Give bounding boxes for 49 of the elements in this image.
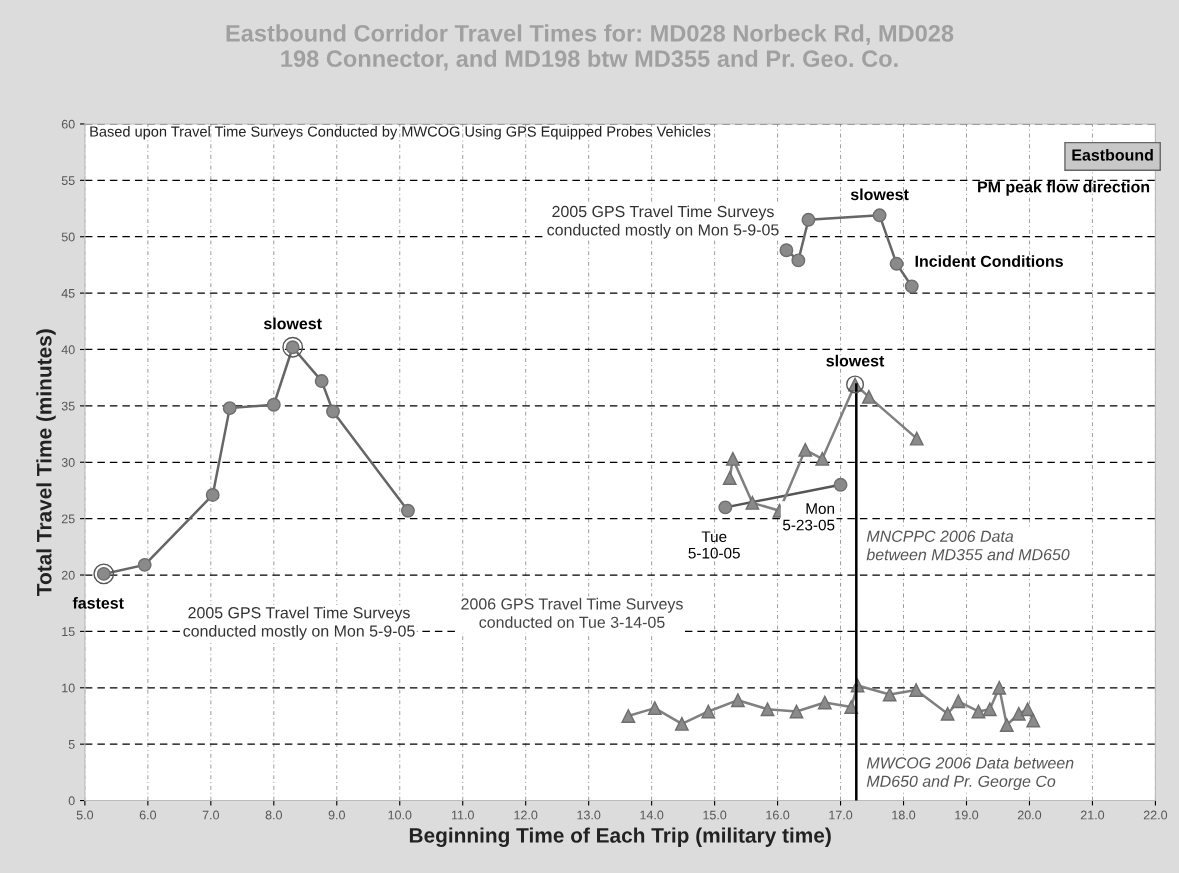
y-tick-label: 45	[61, 289, 75, 298]
x-tick-label: 21.0	[1080, 810, 1105, 820]
annotation: 2005 GPS Travel Time Surveys conducted mostly on Mon 5-9-05	[547, 205, 779, 239]
y-tick-label: 40	[61, 345, 75, 355]
annotation: fastest	[72, 597, 124, 609]
y-tick-label: 50	[61, 232, 75, 242]
annotation: Incident Conditions	[915, 255, 1063, 267]
x-tick-label: 17.0	[829, 810, 853, 820]
y-tick-label: 35	[61, 401, 75, 411]
annotation: Tue 5-10-05	[688, 531, 740, 559]
x-tick-label: 9.0	[328, 810, 345, 820]
y-tick-label: 25	[61, 514, 75, 524]
annotation: PM peak flow direction	[978, 180, 1150, 196]
x-tick-label: 22.0	[1143, 810, 1168, 820]
annotation: 2005 GPS Travel Time Surveys conducted mostly on Mon 5-9-05	[183, 606, 415, 640]
y-tick-label: 5	[68, 740, 75, 749]
x-tick-label: 12.0	[514, 810, 538, 820]
annotation: Mon 5-23-05	[782, 503, 835, 531]
chart-subtitle: Based upon Travel Time Surveys Conducted by MWCOG Using GPS Equipped Probes Vehicles	[90, 126, 711, 140]
x-tick-label: 7.0	[202, 810, 220, 820]
x-tick-label: 6.0	[139, 810, 157, 820]
x-tick-label: 20.0	[1017, 810, 1042, 820]
x-tick-label: 10.0	[388, 810, 412, 820]
x-tick-label: 5.0	[76, 810, 94, 820]
y-tick-label: 15	[62, 627, 75, 637]
x-tick-label: 13.0	[577, 810, 601, 820]
x-tick-label: 11.0	[451, 810, 474, 820]
annotation: slowest	[850, 188, 909, 201]
x-tick-label: 14.0	[640, 810, 664, 820]
y-tick-label: 30	[61, 458, 75, 467]
y-tick-label: 10	[62, 683, 75, 693]
y-tick-label: 0	[68, 796, 75, 806]
x-tick-label: 18.0	[892, 810, 916, 820]
y-tick-label: 55	[61, 176, 75, 185]
annotation: MNCPPC 2006 Data between MD355 and MD650	[866, 530, 1070, 561]
y-tick-label: 60	[61, 119, 75, 129]
x-tick-label: 8.0	[265, 810, 283, 820]
x-tick-label: 15.0	[703, 810, 727, 820]
annotation: 2006 GPS Travel Time Surveys conducted on Tue 3-14-05	[461, 597, 683, 628]
x-tick-label: 19.0	[955, 810, 979, 820]
annotation: Eastbound	[1072, 149, 1153, 161]
x-tick-label: 16.0	[766, 810, 790, 820]
annotation: MWCOG 2006 Data between MD650 and Pr. George Co	[866, 756, 1074, 791]
y-tick-label: 20	[61, 570, 75, 580]
x-axis-title: Beginning Time of Each Trip (military time)	[409, 827, 831, 847]
annotation: slowest	[263, 317, 322, 330]
y-axis-title: Total Travel Time (minutes)	[36, 329, 56, 596]
annotation: slowest	[826, 354, 885, 367]
chart-title: Eastbound Corridor Travel Times for: MD028 Norbeck Rd, MD028 198 Connector, and MD198 btw MD355 and Pr. Geo. Co.	[226, 24, 954, 71]
